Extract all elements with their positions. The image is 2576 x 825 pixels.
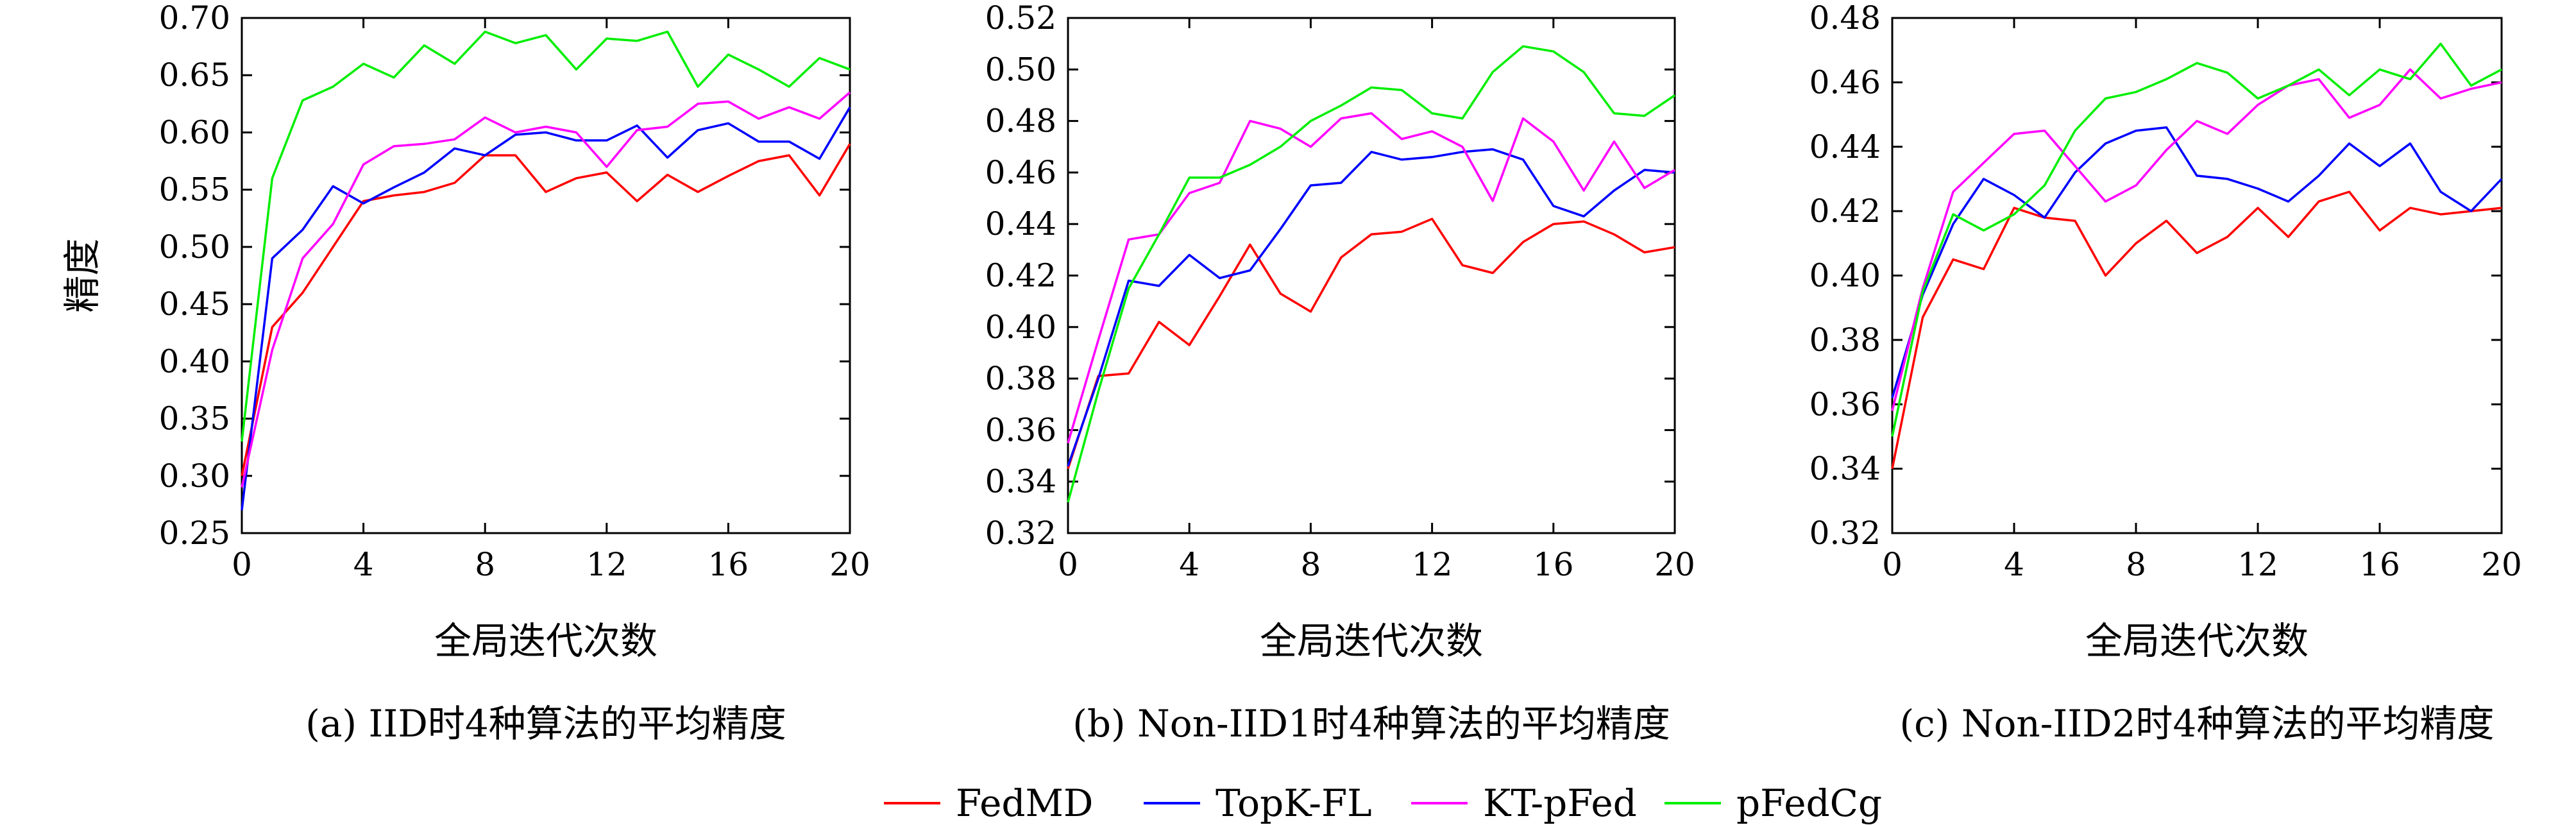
y-tick-label: 0.55 <box>159 171 230 208</box>
legend: FedMD TopK-FL KT-pFed pFedCg <box>884 781 1882 825</box>
chart-caption: (b) Non-IID1时4种算法的平均精度 <box>1072 702 1670 745</box>
x-tick-label: 12 <box>586 546 627 583</box>
x-tick-label: 4 <box>2004 546 2024 583</box>
y-tick-label: 0.38 <box>985 360 1056 397</box>
y-tick-label: 0.48 <box>985 103 1056 140</box>
x-axis-title: 全局迭代次数 <box>1260 619 1483 663</box>
series-line-pfedcg <box>1891 42 2502 437</box>
y-tick-label: 0.34 <box>985 463 1056 500</box>
y-tick-label: 0.36 <box>1809 386 1881 423</box>
y-tick-label: 0.46 <box>1809 64 1881 101</box>
plot-frame <box>241 17 851 534</box>
x-axis-title: 全局迭代次数 <box>434 619 657 663</box>
y-tick-label: 0.36 <box>985 411 1056 448</box>
y-tick-label: 0.32 <box>985 515 1056 552</box>
series-line-pfedcg <box>241 30 851 442</box>
x-tick-label: 20 <box>1654 546 1695 583</box>
y-tick-label: 0.34 <box>1809 450 1881 488</box>
x-tick-label: 0 <box>1058 546 1078 583</box>
plot-frame <box>1067 17 1676 534</box>
series-line-topk-fl <box>241 106 851 511</box>
series-line-fedmd <box>1067 217 1675 470</box>
x-tick-label: 8 <box>1300 546 1321 583</box>
series-line-fedmd <box>241 143 851 477</box>
x-tick-label: 0 <box>232 546 252 583</box>
y-tick-label: 0.38 <box>1809 321 1881 359</box>
y-tick-label: 0.25 <box>159 515 230 552</box>
y-tick-label: 0.42 <box>985 257 1056 294</box>
y-tick-label: 0.32 <box>1809 515 1881 552</box>
x-axis-title: 全局迭代次数 <box>2085 619 2309 663</box>
y-tick-label: 0.70 <box>159 0 230 37</box>
legend-label: TopK-FL <box>1216 781 1372 825</box>
series-line-pfedcg <box>1067 45 1675 503</box>
x-tick-label: 16 <box>1533 546 1574 583</box>
y-tick-label: 0.50 <box>985 51 1056 88</box>
y-tick-label: 0.40 <box>1809 257 1881 294</box>
series-line-topk-fl <box>1067 148 1675 467</box>
legend-label: FedMD <box>956 781 1093 825</box>
y-tick-label: 0.44 <box>1809 128 1881 166</box>
x-tick-label: 8 <box>2126 546 2146 583</box>
y-tick-label: 0.30 <box>159 457 230 495</box>
series-line-topk-fl <box>1891 126 2503 398</box>
x-tick-label: 16 <box>2359 546 2400 583</box>
x-tick-label: 4 <box>1179 546 1199 583</box>
series-line-kt-pfed <box>1891 68 2502 411</box>
y-tick-label: 0.65 <box>159 56 230 94</box>
y-tick-label: 0.35 <box>159 400 230 438</box>
x-tick-label: 12 <box>2237 546 2278 583</box>
x-tick-label: 20 <box>829 546 870 583</box>
y-tick-label: 0.40 <box>159 343 230 380</box>
series-line-kt-pfed <box>241 91 851 488</box>
series-line-fedmd <box>1891 191 2502 469</box>
y-tick-label: 0.48 <box>1809 0 1881 37</box>
y-tick-label: 0.50 <box>159 228 230 266</box>
chart-panel-3: 0.32 0.34 0.36 0.38 0.40 0.42 0.44 0.46 0.48 0 4 8 1… <box>1809 0 2522 745</box>
x-tick-label: 12 <box>1412 546 1453 583</box>
y-tick-label: 0.60 <box>159 114 230 151</box>
chart-caption: (a) IID时4种算法的平均精度 <box>305 702 786 745</box>
y-tick-label: 0.52 <box>985 0 1056 37</box>
legend-label: pFedCg <box>1736 781 1882 825</box>
y-tick-label: 0.44 <box>985 205 1056 242</box>
x-tick-label: 4 <box>353 546 374 583</box>
chart-panel-2: 0.32 0.34 0.36 0.38 0.40 0.42 0.44 0.46 0.48 0.50… <box>985 0 1695 745</box>
y-tick-label: 0.46 <box>985 154 1056 191</box>
y-tick-label: 0.42 <box>1809 192 1881 230</box>
y-tick-label: 0.40 <box>985 309 1056 346</box>
x-tick-label: 0 <box>1882 546 1902 583</box>
series-line-kt-pfed <box>1067 112 1675 443</box>
y-axis-title: 精度 <box>60 238 104 312</box>
chart-panel-1: 0.25 0.30 0.35 0.40 0.45 0.50 0.55 0.60 0.65 0.70… <box>60 0 870 745</box>
x-tick-label: 16 <box>708 546 749 583</box>
chart-caption: (c) Non-IID2时4种算法的平均精度 <box>1900 702 2495 745</box>
x-tick-label: 8 <box>475 546 495 583</box>
x-tick-label: 20 <box>2481 546 2522 583</box>
legend-label: KT-pFed <box>1483 781 1637 825</box>
y-tick-label: 0.45 <box>159 285 230 323</box>
plot-frame <box>1891 17 2503 534</box>
